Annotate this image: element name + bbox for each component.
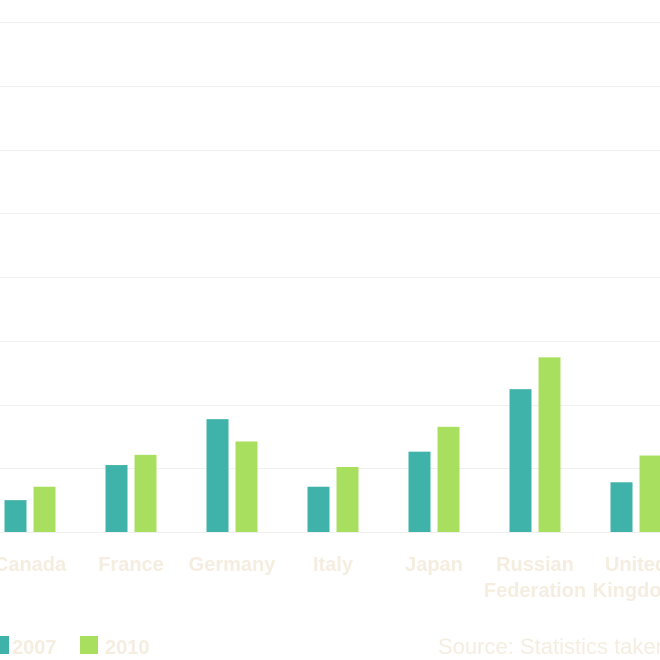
bar-2007-germany <box>206 419 229 532</box>
bar-2010-canada <box>33 486 56 532</box>
bar-2007-japan <box>408 451 431 532</box>
bar-2007-canada <box>4 500 27 532</box>
bar-2007-russian-federation <box>509 389 532 532</box>
legend-swatch-2010 <box>80 636 98 654</box>
x-tick-label-russian-federation: Russian Federation <box>484 554 586 602</box>
bar-2010-japan <box>437 426 460 532</box>
x-tick-label-germany: Germany <box>189 554 277 576</box>
legend[interactable]: 2007 2010 <box>0 636 150 659</box>
legend-swatch-2007 <box>0 636 9 654</box>
bar-2007-united-kingdom <box>610 482 633 532</box>
x-tick-label-france: France <box>98 554 164 576</box>
x-tick-label-united-kingdom: UnitedKingdom <box>593 554 660 602</box>
x-axis-labels: Canada France Germany Italy Japan Russian Fede… <box>0 554 660 602</box>
source-note: Source: Statistics taken <box>438 634 660 659</box>
x-tick-label-canada: Canada <box>0 554 67 576</box>
bar-2010-germany <box>235 441 258 532</box>
bars <box>4 357 660 532</box>
bar-2007-france <box>105 465 128 532</box>
gridlines <box>0 22 660 533</box>
x-tick-label-japan: Japan <box>405 554 463 576</box>
x-tick-label-italy: Italy <box>313 554 354 576</box>
legend-label-2007: 2007 <box>12 637 57 659</box>
bar-2007-italy <box>307 486 330 532</box>
legend-label-2010: 2010 <box>105 637 150 659</box>
bar-2010-russian-federation <box>538 357 561 532</box>
bar-2010-italy <box>336 466 359 532</box>
bar-2010-united-kingdom <box>639 455 660 532</box>
bar-2010-france <box>134 454 157 532</box>
